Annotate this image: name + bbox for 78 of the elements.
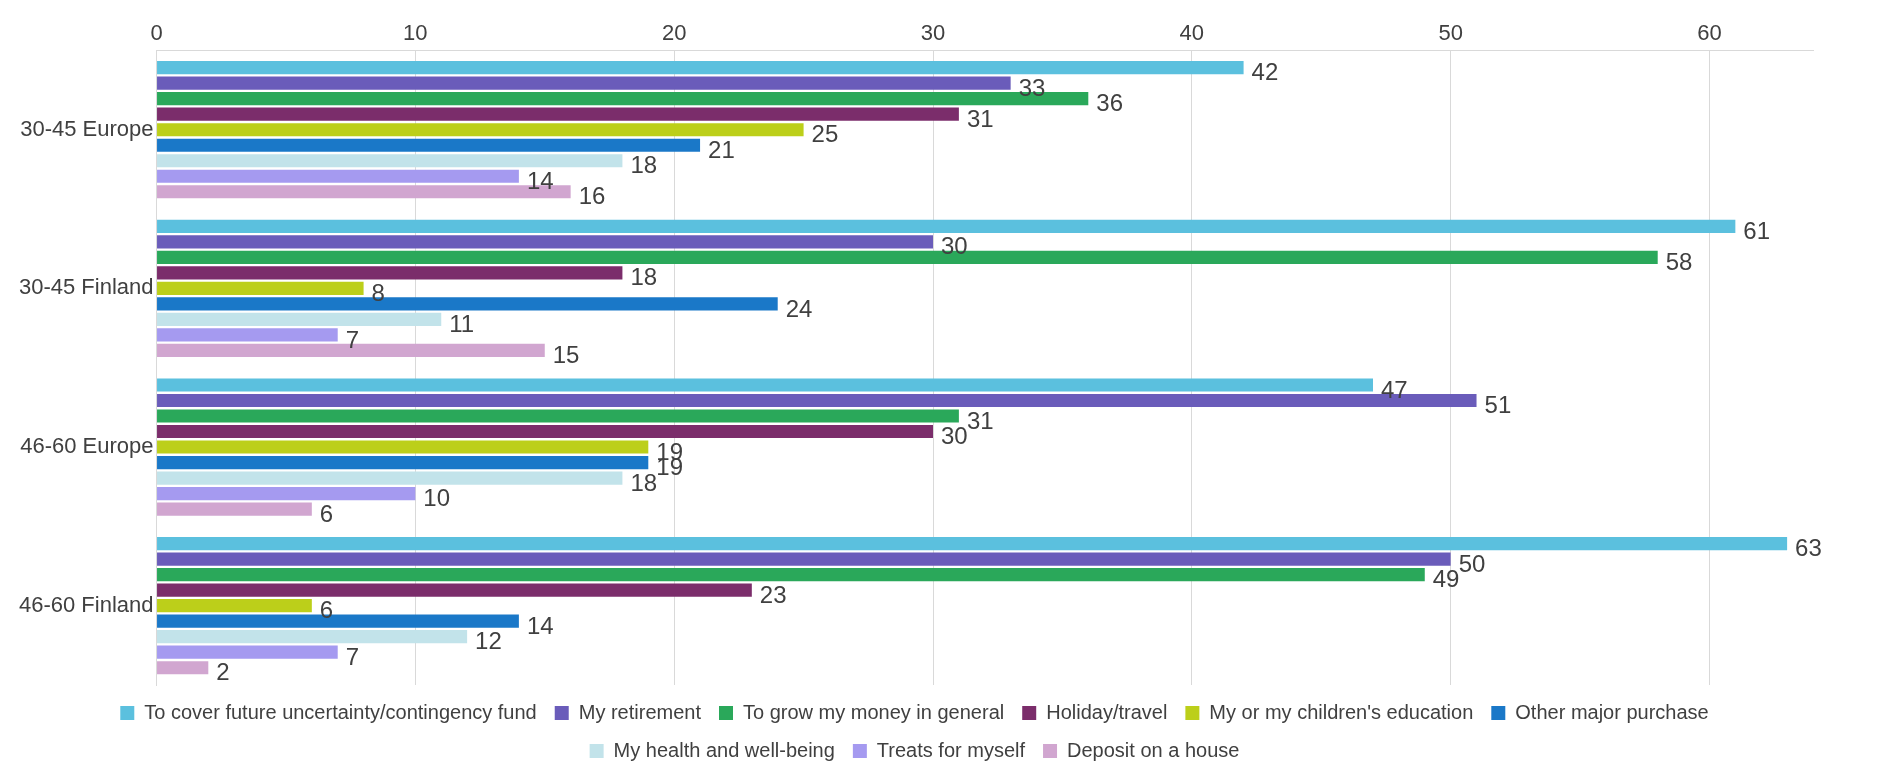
data-label: 14 — [526, 611, 554, 639]
bar — [157, 645, 338, 659]
bar — [157, 312, 442, 326]
data-label: 18 — [630, 263, 658, 291]
data-label: 7 — [345, 325, 360, 353]
bar — [157, 486, 416, 501]
data-label: 18 — [630, 468, 658, 496]
bar — [157, 235, 933, 249]
data-label: 7 — [345, 642, 360, 670]
bar — [157, 599, 312, 613]
x-tick-label: 40 — [1179, 20, 1205, 46]
bar — [157, 266, 623, 280]
data-label: 16 — [578, 182, 606, 210]
y-tick-label: 30-45 Finland — [18, 274, 154, 300]
legend-label: My health and well-being — [613, 738, 835, 761]
bar — [157, 568, 1425, 582]
data-label: 25 — [811, 120, 839, 148]
data-label: 14 — [526, 166, 554, 194]
bar — [157, 502, 312, 516]
data-label: 23 — [759, 580, 787, 608]
legend-label: To cover future uncertainty/contingency fund — [144, 700, 537, 723]
x-tick-label: 50 — [1438, 20, 1463, 46]
bar — [157, 281, 364, 295]
x-tick-label: 60 — [1697, 20, 1722, 46]
data-label: 18 — [630, 151, 658, 179]
data-label: 49 — [1432, 565, 1460, 593]
x-tick-label: 30 — [920, 20, 946, 46]
data-label: 31 — [966, 406, 994, 434]
bar — [157, 661, 209, 675]
bar — [157, 583, 752, 597]
bar — [157, 630, 468, 644]
data-label: 10 — [423, 484, 451, 512]
legend-label: Other major purchase — [1515, 700, 1709, 723]
bar — [157, 219, 1736, 233]
bar — [157, 328, 338, 342]
data-label: 58 — [1665, 247, 1693, 275]
bar — [157, 552, 1451, 566]
data-label: 51 — [1484, 391, 1512, 419]
legend-label: To grow my money in general — [742, 700, 1005, 723]
bar — [157, 455, 649, 470]
y-tick-label: 46-60 Finland — [18, 591, 154, 617]
legend-label: Deposit on a house — [1067, 738, 1240, 761]
x-tick-label: 20 — [661, 20, 687, 46]
bar — [157, 537, 1788, 551]
data-label: 50 — [1458, 549, 1486, 577]
legend-label: My or my children's education — [1209, 700, 1474, 723]
data-label: 24 — [785, 294, 813, 322]
data-label: 11 — [449, 310, 475, 338]
data-label: 15 — [552, 341, 580, 369]
bar — [157, 76, 1011, 90]
data-label: 63 — [1795, 534, 1822, 562]
legend-label: Treats for myself — [876, 738, 1026, 761]
bar — [157, 154, 623, 168]
data-label: 12 — [475, 627, 502, 655]
legend-label: My retirement — [578, 700, 702, 723]
x-tick-label: 0 — [150, 20, 163, 46]
legend-label: Holiday/travel — [1046, 700, 1168, 723]
bar — [157, 471, 623, 485]
bar — [157, 61, 1244, 75]
bar — [157, 169, 519, 183]
x-tick-label: 10 — [403, 20, 428, 46]
data-label: 2 — [216, 658, 230, 686]
data-label: 36 — [1096, 89, 1123, 117]
y-tick-label: 30-45 Europe — [20, 115, 154, 141]
data-label: 61 — [1743, 216, 1771, 244]
bar — [157, 424, 933, 439]
bar — [157, 440, 649, 454]
bar — [157, 138, 701, 152]
data-label: 6 — [319, 499, 334, 527]
data-label: 42 — [1251, 58, 1279, 86]
data-label: 30 — [941, 422, 968, 450]
data-label: 31 — [966, 104, 994, 132]
bar — [157, 107, 959, 121]
bar — [157, 409, 959, 423]
bar — [157, 378, 1373, 392]
bar — [157, 123, 804, 137]
data-label: 21 — [708, 135, 735, 163]
y-tick-label: 46-60 Europe — [20, 433, 154, 459]
